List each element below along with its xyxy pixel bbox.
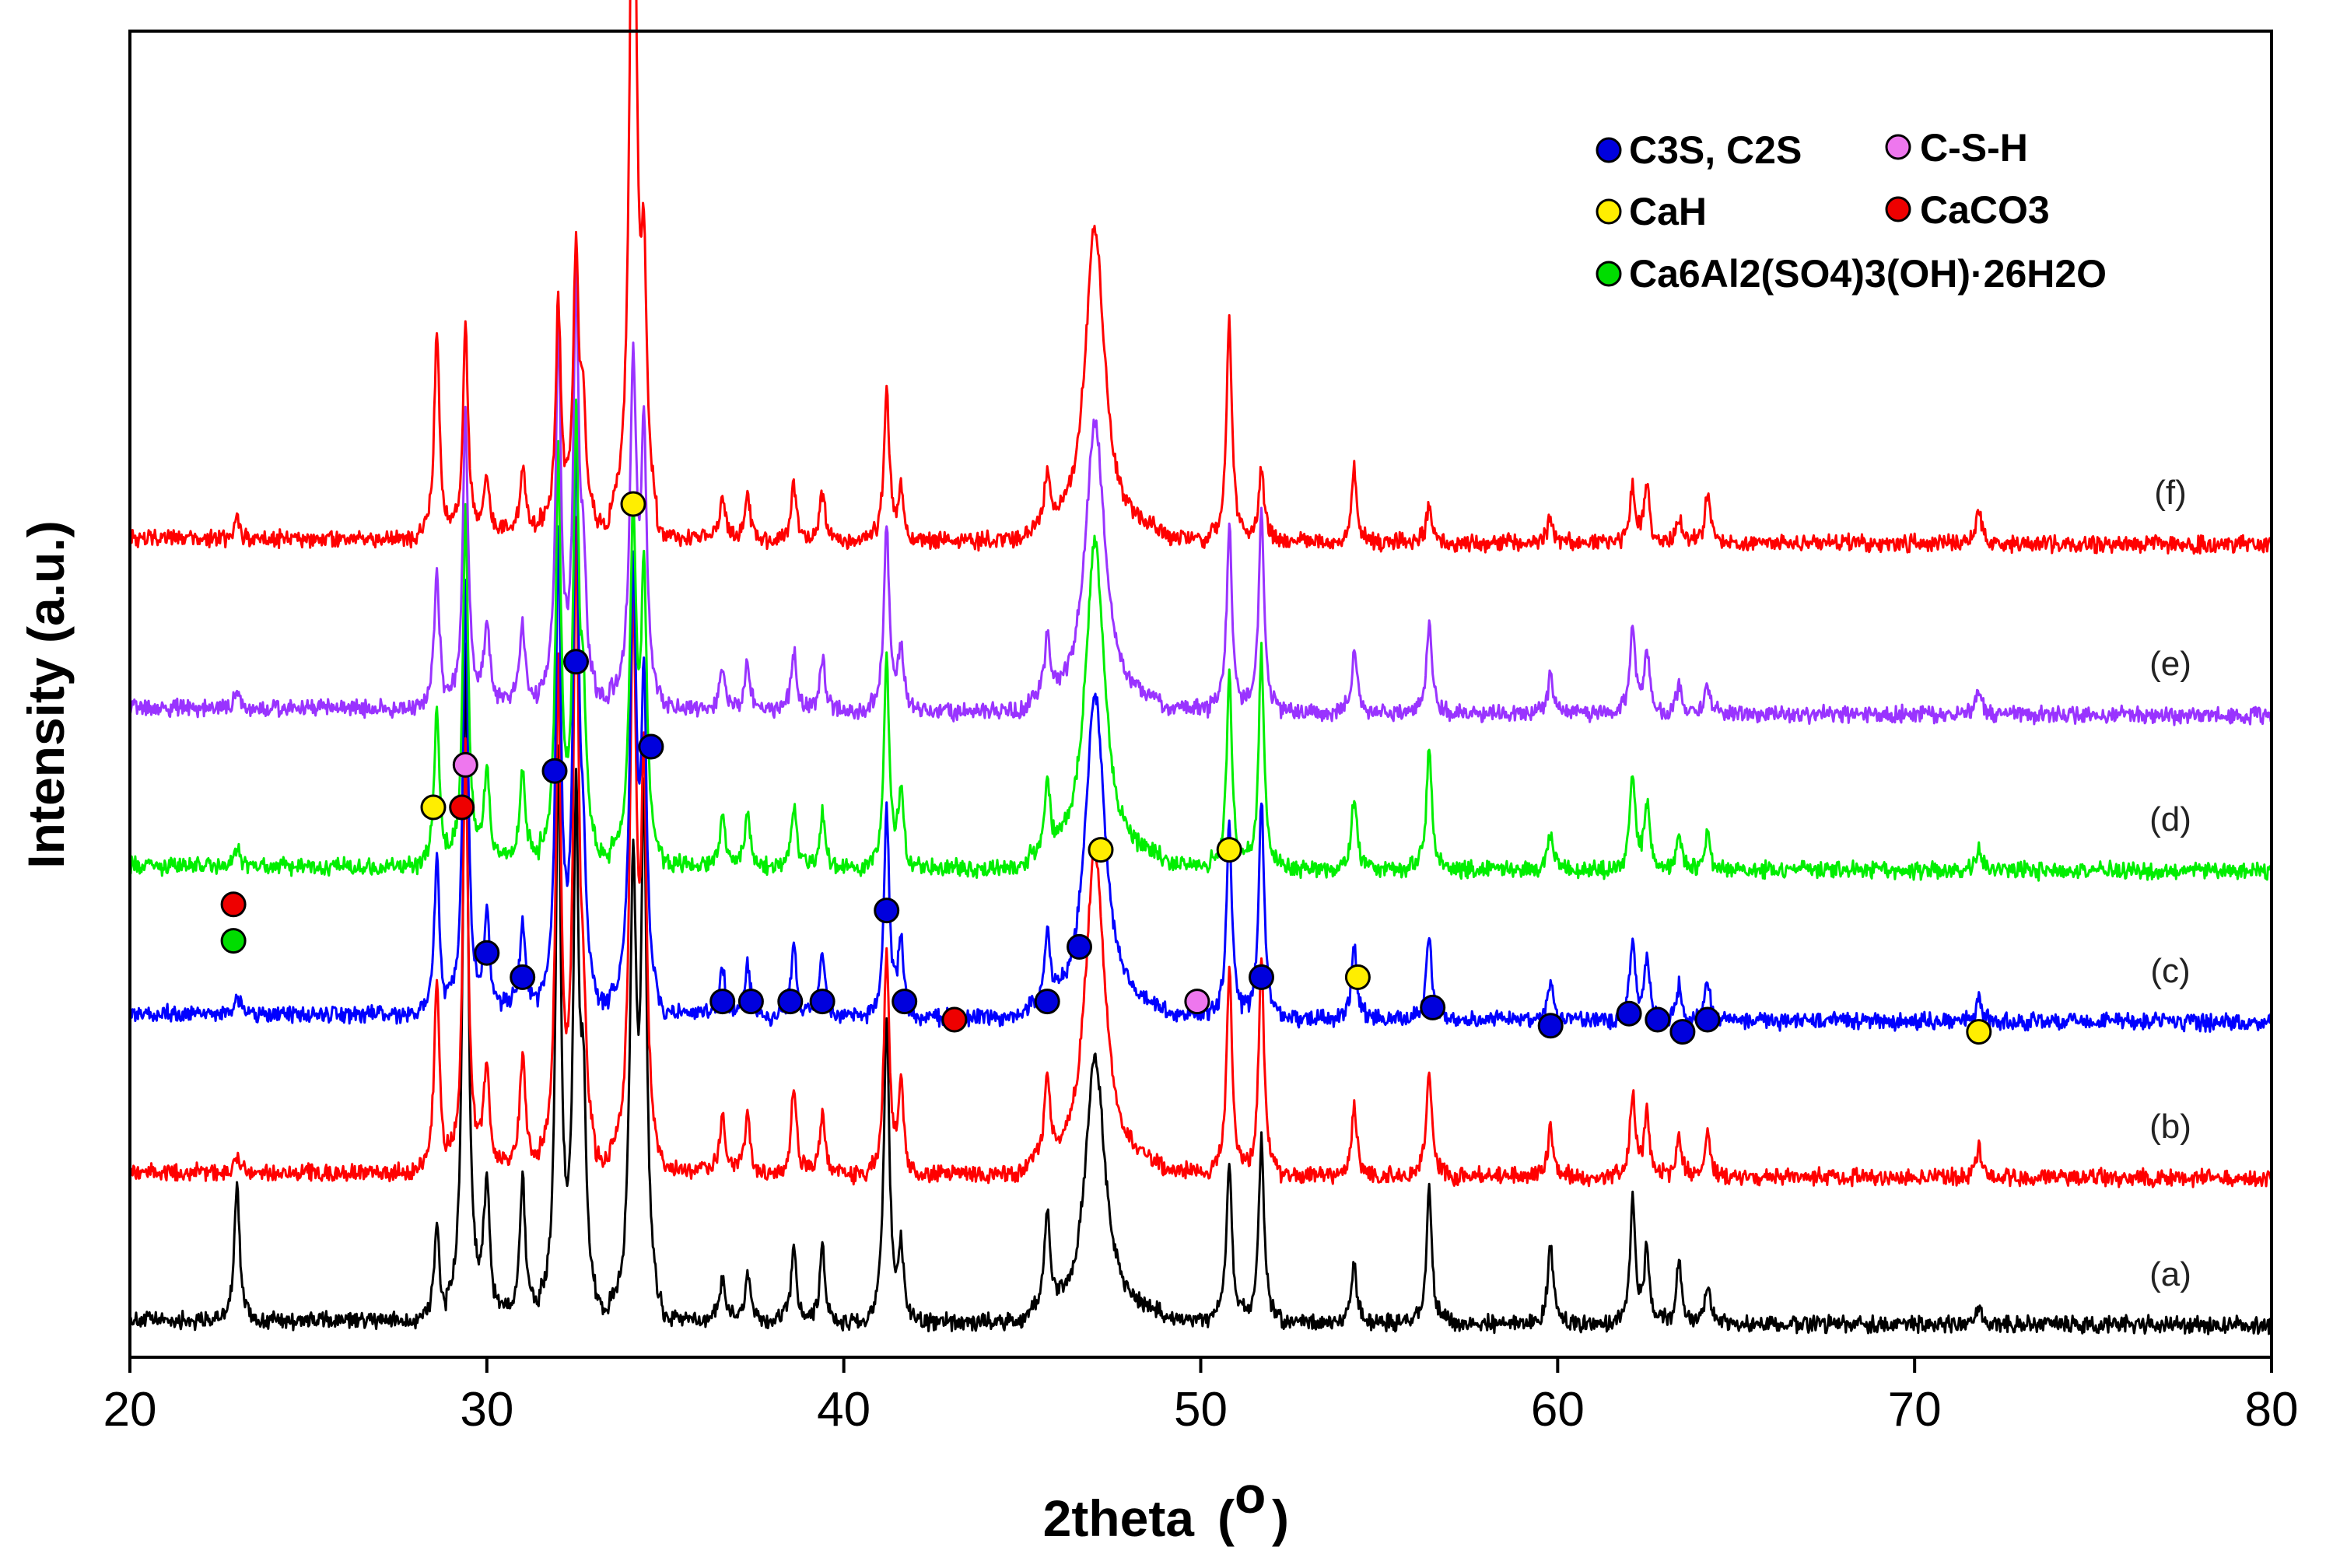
x-tick-label: 70 [1888,1383,1942,1437]
legend-swatch-pink [1885,134,1911,160]
phase-marker-c3s-c2s [777,989,804,1015]
legend-item-ettringite: Ca6Al2(SO4)3(OH)·26H2O [1596,252,2107,296]
series-label-c: (c) [2150,952,2190,990]
legend-label-caco3: CaCO3 [1920,188,2050,232]
y-axis-title: Intensity (a.u.) [17,520,75,868]
phase-marker-c3s-c2s [1537,1013,1564,1039]
x-tick-label: 40 [817,1383,870,1437]
x-tick-label: 20 [103,1383,157,1437]
x-axis-title-paren-close: ) [1272,1489,1289,1547]
series-labels: (a) (b) (c) (d) (e) (f) [2149,474,2191,1293]
x-tick-label: 50 [1174,1383,1228,1437]
phase-marker-cah [1344,964,1371,990]
x-axis-title: 2theta ( o ) [1043,1466,1289,1547]
phase-marker-c3s-c2s [809,989,835,1015]
legend-label-cah: CaH [1629,190,1707,233]
phase-marker-c3s-c2s [1694,1006,1721,1033]
xrd-series-e [128,264,2273,726]
xrd-series-f [128,0,2273,555]
phase-marker-cah [1088,837,1114,863]
phase-marker-caco3 [220,891,247,918]
x-tick-label: 60 [1531,1383,1585,1437]
series-label-b: (b) [2149,1108,2191,1146]
phase-marker-c3s-c2s [474,940,500,966]
x-axis-title-unit: o [1235,1466,1266,1524]
series-label-e: (e) [2149,645,2191,683]
phase-marker-caco3 [449,794,475,821]
legend-label-ettringite: Ca6Al2(SO4)3(OH)·26H2O [1629,252,2107,296]
phase-marker-c3s-c2s [709,989,736,1015]
phase-marker-c3s-c2s [1067,933,1092,960]
series-label-a: (a) [2149,1255,2191,1293]
x-axis-title-paren-open: ( [1217,1489,1235,1547]
x-axis-ticks: 20 30 40 50 60 70 80 [103,1357,2299,1437]
xrd-series-b [128,516,2273,1188]
phase-marker-c3s-c2s [1420,994,1446,1020]
phase-marker-c3s-c2s [541,758,568,784]
phase-marker-c3s-c2s [1249,964,1274,990]
legend-item-cah: CaH [1596,190,1707,233]
phase-marker-c-s-h [452,751,478,778]
legend-item-caco3: CaCO3 [1885,188,2050,232]
legend-swatch-blue [1596,137,1622,163]
series-layer [128,0,2273,1335]
phase-marker-c3s-c2s [1669,1019,1696,1045]
phase-marker-ca6al2-so4-3-oh-26h2o [220,928,247,954]
phase-marker-c-s-h [1184,989,1210,1015]
legend-item-csh: C-S-H [1885,126,2028,170]
legend-swatch-green [1596,261,1622,287]
phase-marker-c3s-c2s [1034,989,1060,1015]
legend-item-c3s-c2s: C3S, C2S [1596,128,1802,172]
x-tick-label: 30 [460,1383,513,1437]
legend-swatch-red [1885,196,1911,222]
series-label-d: (d) [2149,800,2191,838]
phase-marker-c3s-c2s [1645,1006,1671,1033]
phase-marker-cah [420,794,447,821]
x-axis-title-text: 2theta [1043,1489,1196,1547]
phase-marker-c3s-c2s [510,964,536,990]
legend-label-csh: C-S-H [1920,126,2028,170]
phase-marker-cah [1966,1019,1992,1045]
legend: C3S, C2S C-S-H CaH CaCO3 Ca6Al2(SO4)3(OH… [1596,126,2107,296]
xrd-series-c [128,422,2273,1033]
phase-marker-c3s-c2s [1616,1000,1642,1027]
x-tick-label: 80 [2245,1383,2299,1437]
phase-marker-c3s-c2s [737,989,764,1015]
phase-marker-c3s-c2s [874,898,900,924]
phase-marker-c3s-c2s [892,989,918,1015]
xrd-series-d [128,398,2273,882]
phase-marker-layer [220,491,1992,1045]
phase-marker-cah [1216,837,1242,863]
phase-marker-c3s-c2s [638,733,664,760]
phase-marker-caco3 [941,1006,968,1033]
phase-marker-cah [620,491,646,517]
phase-marker-c3s-c2s [563,649,589,675]
xrd-series-a [128,642,2273,1335]
series-label-f: (f) [2154,474,2187,512]
legend-label-c3s-c2s: C3S, C2S [1629,128,1802,172]
legend-swatch-yellow [1596,198,1622,225]
